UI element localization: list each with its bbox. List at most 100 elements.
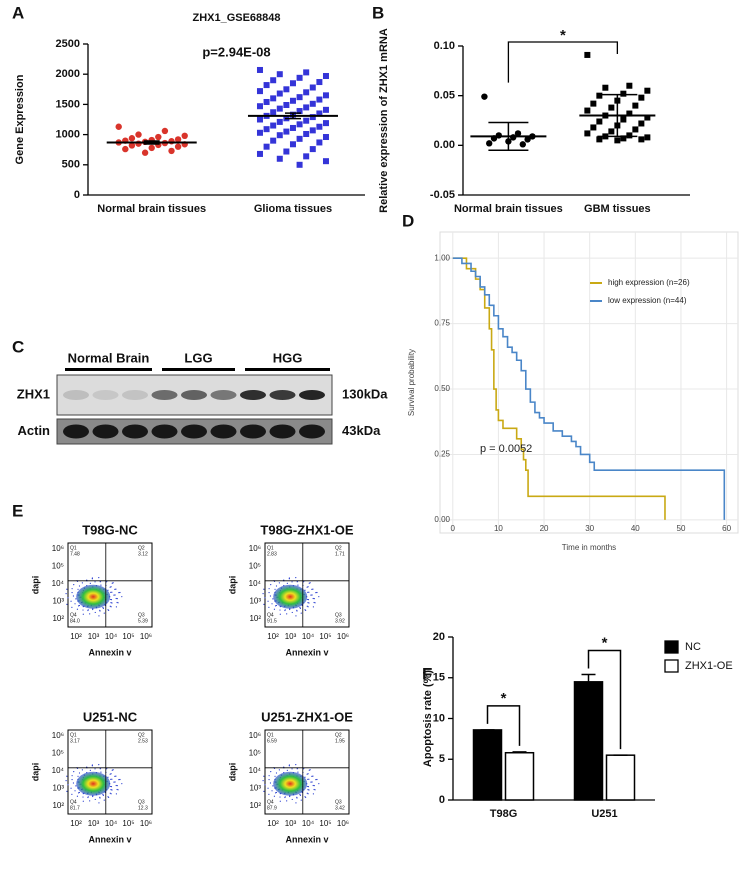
x-tick-label: 10 [494,524,503,533]
data-point [168,147,175,155]
y-tick-label: 0.50 [434,384,450,393]
flow-event [278,582,280,584]
flow-event [291,768,293,770]
data-point [256,129,263,136]
data-point [263,126,270,133]
flow-event [296,609,298,611]
data-point [309,100,316,107]
data-point [141,149,149,156]
flow-event [111,582,113,584]
flow-event [299,794,301,796]
flow-event [297,771,299,773]
data-point [638,94,645,101]
data-point [632,126,639,133]
data-point [276,155,283,162]
data-point [128,142,136,149]
data-point [316,79,323,86]
flow-y-tick-label: 10⁵ [52,749,64,758]
flow-event [284,609,286,611]
blot-row-label: Actin [18,423,51,438]
flow-event [81,769,83,771]
x-tick-label: GBM tissues [584,203,651,215]
flow-event [117,789,119,791]
y-tick-label: 0.25 [434,450,450,459]
data-point [256,88,263,95]
quadrant-name: Q2 [335,545,342,551]
y-axis-label: Relative expression of ZHX1 mRNA [378,28,390,213]
panel-label: E [12,501,23,520]
flow-event [119,591,121,594]
legend-label: ZHX1-OE [685,660,733,672]
significance-bracket [486,705,521,746]
flow-event [110,786,113,788]
flow-event [304,609,306,611]
legend-swatch [664,659,679,673]
flow-event [115,784,117,787]
data-point [296,108,303,115]
x-tick-label: 50 [677,524,686,533]
flow-event [103,799,105,801]
legend-label: high expression (n=26) [608,278,690,287]
y-tick-label: 15 [433,672,445,684]
blot-band [122,424,148,439]
y-tick-label: 500 [62,159,80,171]
data-point [256,150,263,157]
flow-event [115,793,117,795]
flow-event [110,586,112,588]
flow-event [109,586,111,588]
data-point [590,124,597,131]
flow-event [314,789,316,791]
quadrant-name: Q4 [267,612,274,618]
blot-band [240,390,266,400]
flow-event [268,775,270,777]
flow-event [66,790,68,792]
flow-event [263,775,265,777]
flow-event [116,598,118,600]
data-point [283,86,290,93]
blot-band [151,390,178,400]
legend-label: low expression (n=44) [608,296,687,305]
flow-x-tick-label: 10⁴ [302,632,315,641]
flow-x-tick-label: 10⁵ [122,632,134,641]
flow-event [264,784,266,786]
flow-x-tick-label: 10⁶ [140,632,152,641]
flow-event [70,600,72,602]
quadrant-name: Q2 [138,545,145,551]
data-point [584,130,591,137]
flow-event [113,781,115,783]
flow-event [98,577,100,579]
x-tick-label: 40 [631,524,640,533]
data-point [128,135,136,142]
quadrant-value: 1.95 [335,738,345,744]
data-point [148,144,155,152]
flow-x-tick-label: 10³ [88,819,100,828]
flow-event [91,765,93,767]
flow-event [267,600,269,602]
data-point [316,139,323,146]
flow-y-tick-label: 10² [52,801,64,810]
flow-event [114,588,116,591]
blot-band [92,390,119,400]
flow-event [77,588,79,590]
quadrant-name: Q1 [267,545,274,551]
data-point [135,140,142,147]
blot-band [122,390,148,400]
quadrant-value: 91.5 [267,618,277,624]
flow-event [291,581,293,583]
flow-event [111,789,113,791]
data-point [263,82,270,89]
quadrant-name: Q4 [70,799,77,805]
y-tick-label: 10 [433,712,445,724]
flow-event [295,764,297,766]
flow-event [288,578,290,580]
quadrant-name: Q3 [138,799,145,805]
y-tick-label: 0.10 [434,40,455,52]
flow-event [262,780,264,782]
blot-band [151,424,178,439]
significance-mark: * [602,634,608,651]
flow-x-tick-label: 10² [70,819,82,828]
quadrant-name: Q3 [335,799,342,805]
quadrant-name: Q3 [138,612,145,618]
flow-event [72,782,75,784]
flow-event [279,800,281,802]
